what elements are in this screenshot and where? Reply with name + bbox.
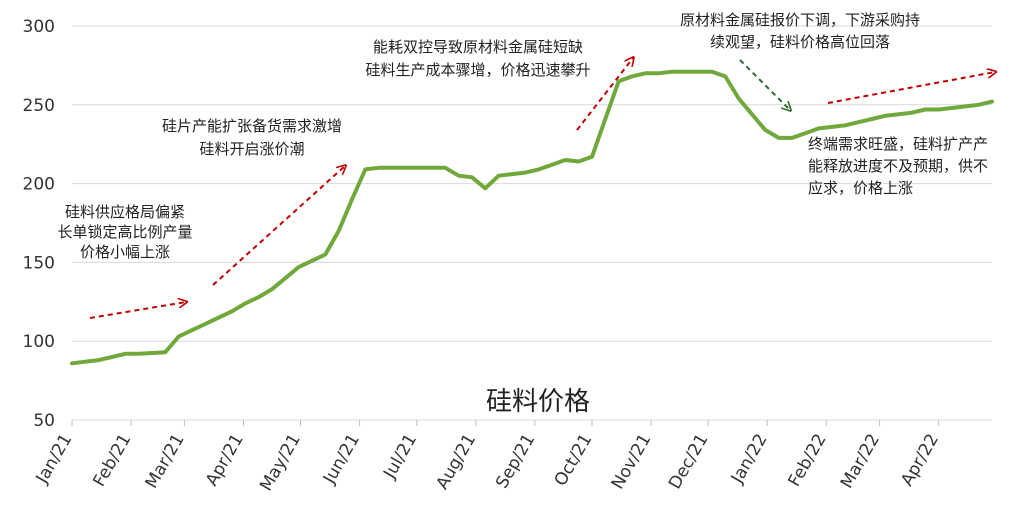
annotation-line: 能释放进度不及预期，供不 — [808, 157, 988, 175]
series-line — [70, 69, 994, 366]
y-tick-label: 150 — [23, 253, 55, 273]
annotation-line: 长单锁定高比例产量 — [57, 223, 192, 241]
x-tick-label: Feb/22 — [785, 431, 831, 491]
x-tick-label: Jul/21 — [379, 431, 421, 483]
annotation-line: 价格小幅上涨 — [80, 243, 170, 261]
annotation-line: 原材料金属硅报价下调，下游采购持 — [680, 11, 920, 29]
x-tick-label: Mar/21 — [142, 431, 189, 492]
x-tick-label: Oct/21 — [551, 431, 597, 490]
trend-arrows — [89, 58, 995, 319]
x-tick-label: May/21 — [256, 431, 305, 495]
y-tick-label: 50 — [33, 411, 55, 431]
y-tick-label: 100 — [23, 332, 55, 352]
annotation-line: 终端需求旺盛，硅料扩产产 — [808, 135, 988, 153]
x-tick-label: Apr/22 — [897, 431, 943, 490]
trend-arrow-1 — [89, 302, 186, 319]
x-tick-label: Feb/21 — [89, 431, 135, 491]
y-axis-tick-labels: 50 100 150 200 250 300 — [23, 17, 55, 431]
trend-arrow-5 — [827, 72, 995, 104]
x-axis-tick-labels: Jan/21 Feb/21 Mar/21 Apr/21 May/21 Jun/21 Jul/… — [32, 431, 943, 495]
x-tick-label: Sep/21 — [492, 431, 539, 492]
x-tick-label: Jun/21 — [319, 431, 364, 489]
annotation-line: 硅片产能扩张备货需求激增 — [162, 117, 342, 135]
gridlines — [71, 25, 992, 426]
x-tick-label: Mar/22 — [837, 431, 884, 492]
annotation-line: 应求，价格上涨 — [808, 179, 913, 197]
x-tick-label: Jan/22 — [727, 431, 772, 488]
y-tick-label: 250 — [23, 96, 55, 116]
annotation-line: 硅料生产成本骤增，价格迅速攀升 — [365, 61, 590, 79]
trend-arrow-2 — [212, 166, 345, 286]
trend-arrow-4 — [739, 59, 790, 110]
y-tick-label: 300 — [23, 17, 55, 37]
annotation-line: 续观望，硅料价格高位回落 — [710, 33, 890, 51]
annotation-line: 硅料供应格局偏紧 — [65, 203, 185, 221]
chart-title: 硅料价格 — [486, 387, 590, 417]
x-tick-label: Apr/21 — [202, 431, 248, 490]
y-tick-label: 200 — [23, 175, 55, 195]
annotation-line: 能耗双控导致原材料金属硅短缺 — [373, 38, 583, 56]
trend-arrow-3 — [576, 58, 633, 131]
series-layer — [70, 69, 994, 366]
x-tick-label: Dec/21 — [665, 431, 712, 493]
x-tick-label: Nov/21 — [608, 431, 656, 493]
x-tick-label: Aug/21 — [433, 431, 481, 493]
x-tick-label: Jan/21 — [32, 431, 77, 488]
annotation-line: 硅料开启涨价潮 — [199, 140, 304, 158]
